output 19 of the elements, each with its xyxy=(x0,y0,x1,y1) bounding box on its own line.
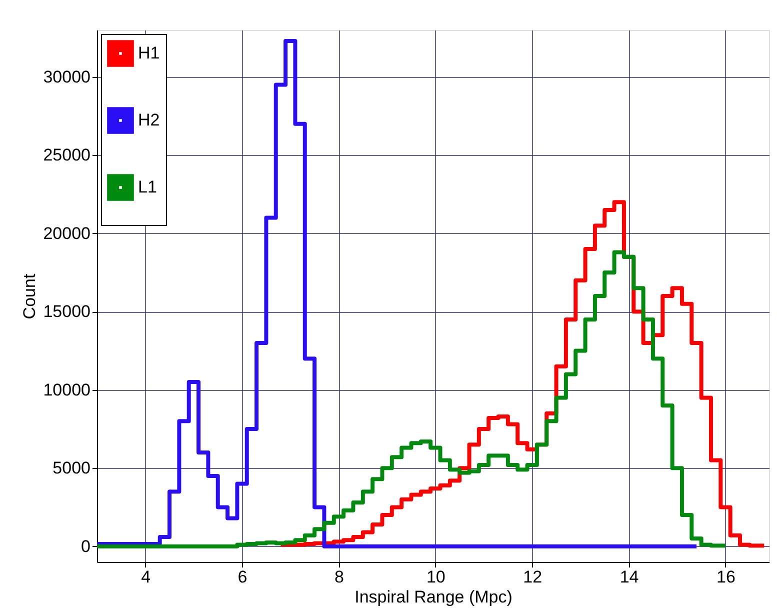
x-tick-label: 8 xyxy=(334,568,344,586)
y-tick-label: 20000 xyxy=(43,224,90,243)
x-tick-label: 10 xyxy=(426,568,446,586)
legend-label: L1 xyxy=(138,178,157,196)
y-axis-title: Count xyxy=(20,274,40,320)
y-tick-label: 10000 xyxy=(43,380,90,400)
x-axis-title: Inspiral Range (Mpc) xyxy=(354,588,512,606)
x-tick-label: 6 xyxy=(238,568,248,586)
y-tick-label: 15000 xyxy=(43,302,90,322)
y-tick-label: 5000 xyxy=(52,458,90,478)
y-tick-label: 0 xyxy=(81,536,90,556)
x-tick-label: 4 xyxy=(141,568,151,586)
legend-label: H2 xyxy=(138,110,160,130)
legend-label: H1 xyxy=(138,44,160,62)
y-tick-label: 25000 xyxy=(43,146,90,165)
x-tick-label: 14 xyxy=(620,568,639,586)
y-tick-label: 30000 xyxy=(43,67,90,86)
x-tick-label: 12 xyxy=(523,568,542,586)
x-tick-label: 16 xyxy=(716,568,736,586)
